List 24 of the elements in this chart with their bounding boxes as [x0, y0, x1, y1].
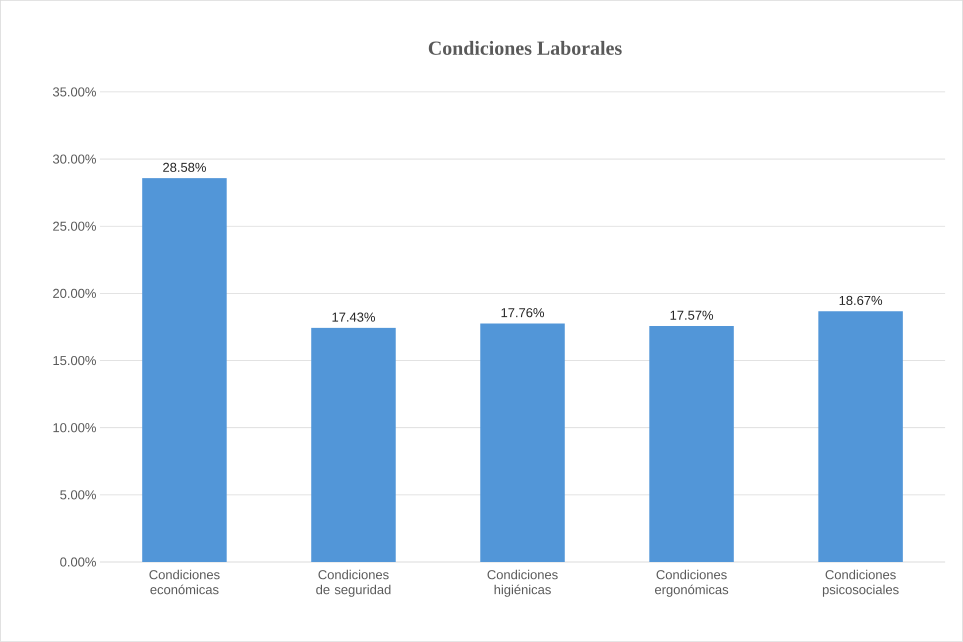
y-tick-label: 30.00%: [52, 154, 96, 164]
bar: [311, 328, 396, 562]
data-label: 28.58%: [163, 162, 206, 172]
data-label: 18.67%: [840, 296, 882, 306]
y-tick-label: 0.00%: [60, 557, 96, 567]
bar: [818, 311, 903, 562]
x-tick-label: Condiciones ergonómicas: [655, 570, 728, 597]
y-tick-label: 35.00%: [52, 87, 96, 97]
y-tick-label: 15.00%: [53, 356, 96, 366]
y-tick-label: 10.00%: [53, 423, 96, 432]
x-tick-label: Condiciones de seguridad: [316, 570, 390, 597]
y-tick-label: 5.00%: [60, 490, 96, 500]
x-tick-label: Condiciones higiénicas: [488, 570, 558, 597]
y-tick-label: 25.00%: [53, 222, 96, 231]
x-tick-label: Condiciones psicosociales: [822, 570, 899, 597]
y-tick-label: 20.00%: [53, 288, 96, 298]
bar: [649, 326, 734, 562]
x-tick-label: Condiciones económicas: [149, 570, 220, 594]
data-label: 17.43%: [332, 312, 375, 322]
bar: [142, 178, 227, 562]
bar: [480, 323, 565, 562]
data-label: 17.76%: [502, 308, 544, 318]
data-label: 17.57%: [670, 310, 714, 320]
chart-title: Condiciones Laborales: [428, 40, 622, 55]
